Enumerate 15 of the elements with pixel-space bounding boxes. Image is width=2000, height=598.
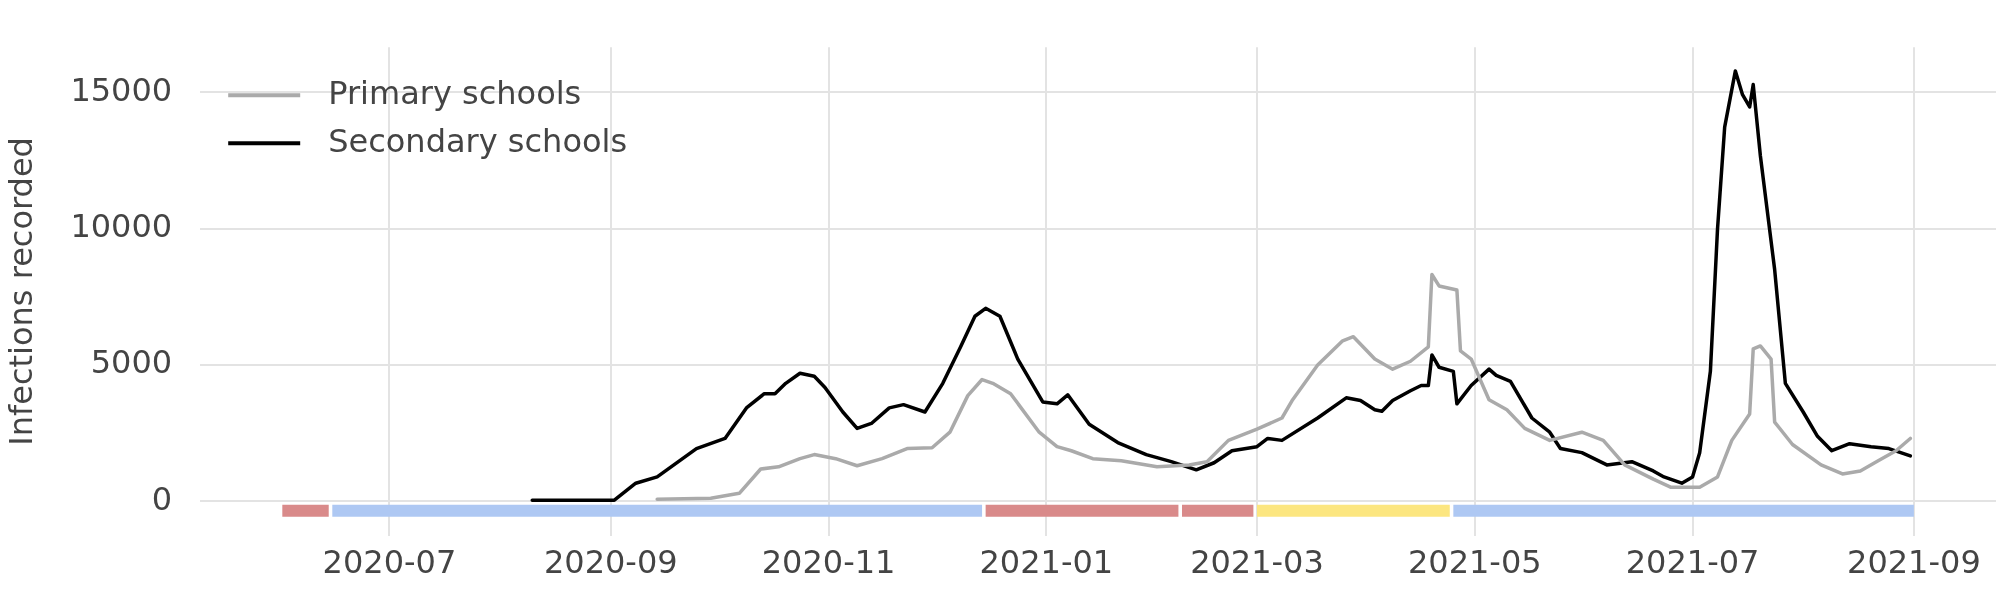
- y-tick-label: 10000: [70, 206, 173, 245]
- legend-label: Primary schools: [328, 73, 582, 112]
- x-tick-label: 2021-09: [1847, 543, 1981, 582]
- x-tick-label: 2021-07: [1625, 543, 1760, 582]
- x-tick-label: 2020-11: [761, 543, 896, 582]
- y-tick-label: 5000: [90, 343, 173, 382]
- y-tick-label: 15000: [70, 70, 173, 109]
- y-tick-label: 0: [151, 479, 173, 518]
- y-axis-title: Infections recorded: [1, 137, 40, 446]
- x-tick-label: 2020-09: [543, 543, 678, 582]
- x-tick-label: 2021-01: [979, 543, 1114, 582]
- x-tick-label: 2020-07: [322, 543, 457, 582]
- x-tick-label: 2021-05: [1407, 543, 1542, 582]
- legend-label: Secondary schools: [328, 121, 628, 160]
- x-tick-label: 2021-03: [1190, 543, 1324, 582]
